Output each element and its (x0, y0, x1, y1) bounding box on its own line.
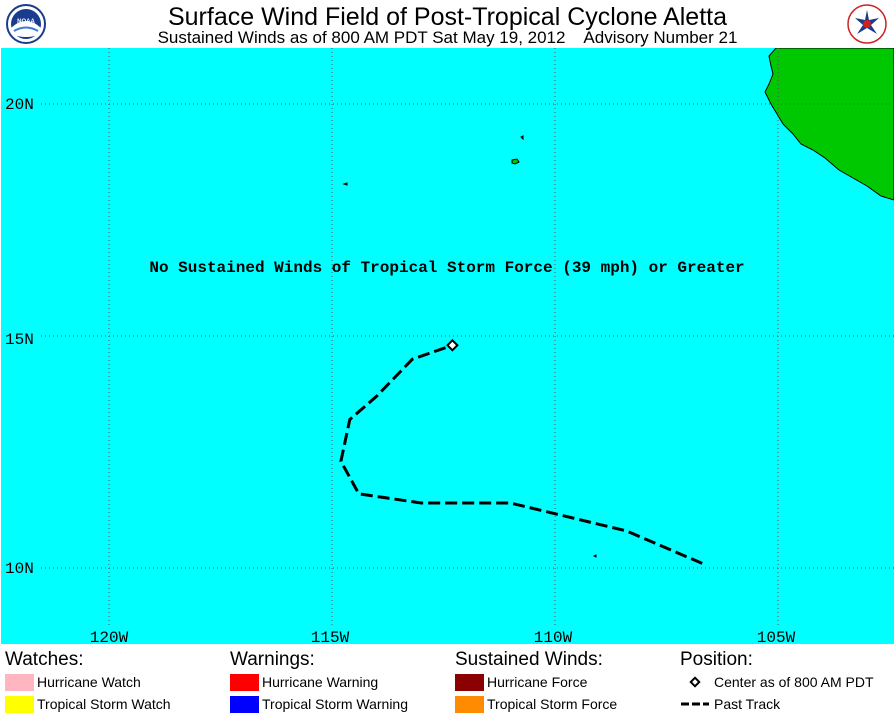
legend-warnings: Warnings: Hurricane Warning Tropical Sto… (230, 645, 408, 715)
storm-center-marker (446, 338, 459, 352)
page-subtitle: Sustained Winds as of 800 AM PDT Sat May… (157, 28, 738, 47)
header: NOAA Surface Wind Field of Post-Tropical… (0, 0, 895, 48)
tropical-storm-warning-swatch (230, 695, 259, 713)
island-socorro (511, 158, 520, 165)
legend-item: Tropical Storm Force (455, 693, 617, 715)
past-track-icon (680, 696, 710, 713)
island-dot (592, 554, 597, 558)
legend-item: Hurricane Warning (230, 671, 408, 693)
lon-label-105w: 105W (757, 629, 796, 644)
legend-winds-heading: Sustained Winds: (455, 649, 603, 670)
legend-item: Tropical Storm Warning (230, 693, 408, 715)
legend-position: Position: Center as of 800 AM PDT Past T… (680, 645, 874, 715)
legend-warnings-heading: Warnings: (230, 649, 315, 670)
legend-item-label: Hurricane Force (487, 674, 588, 690)
legend: Watches: Hurricane Watch Tropical Storm … (0, 645, 895, 716)
tropical-storm-watch-swatch (5, 695, 34, 713)
noaa-logo: NOAA (6, 4, 46, 44)
map-canvas: 20N 15N 10N 120W 115W 110W 105W No Susta… (1, 47, 895, 647)
legend-item: Tropical Storm Watch (5, 693, 171, 715)
lat-label-15n: 15N (5, 331, 34, 349)
legend-item: Past Track (680, 693, 874, 715)
page-title: Surface Wind Field of Post-Tropical Cycl… (167, 3, 728, 31)
tropical-storm-force-swatch (455, 695, 484, 713)
wind-field-map: 20N 15N 10N 120W 115W 110W 105W No Susta… (1, 47, 895, 647)
legend-item-label: Hurricane Warning (262, 674, 379, 690)
national-weather-service-logo (847, 4, 887, 44)
lat-label-20n: 20N (5, 96, 34, 114)
legend-position-heading: Position: (680, 649, 753, 670)
legend-item-label: Hurricane Watch (37, 674, 141, 690)
past-track (339, 343, 703, 565)
legend-winds: Sustained Winds: Hurricane Force Tropica… (455, 645, 617, 715)
legend-item: Center as of 800 AM PDT (680, 671, 874, 693)
hurricane-force-swatch (455, 673, 484, 691)
legend-item-label: Tropical Storm Watch (37, 696, 171, 712)
hurricane-warning-swatch (230, 673, 259, 691)
center-diamond-icon (680, 674, 710, 691)
island-san-benedicto (520, 135, 524, 141)
legend-item-label: Tropical Storm Force (487, 696, 618, 712)
lon-label-120w: 120W (90, 629, 129, 644)
legend-watches-heading: Watches: (5, 649, 84, 670)
no-winds-message: No Sustained Winds of Tropical Storm For… (149, 259, 744, 277)
svg-text:NOAA: NOAA (17, 19, 35, 25)
lon-label-110w: 110W (534, 629, 573, 644)
hurricane-watch-swatch (5, 673, 34, 691)
legend-item: Hurricane Watch (5, 671, 171, 693)
lon-label-115w: 115W (311, 629, 350, 644)
legend-item-label: Past Track (714, 696, 781, 712)
land-mexico (764, 47, 895, 201)
legend-item: Hurricane Force (455, 671, 617, 693)
graticule (41, 48, 894, 626)
island-clarion (342, 182, 348, 186)
legend-item-label: Center as of 800 AM PDT (714, 674, 874, 690)
legend-watches: Watches: Hurricane Watch Tropical Storm … (5, 645, 171, 715)
lat-label-10n: 10N (5, 560, 34, 578)
legend-item-label: Tropical Storm Warning (262, 696, 409, 712)
